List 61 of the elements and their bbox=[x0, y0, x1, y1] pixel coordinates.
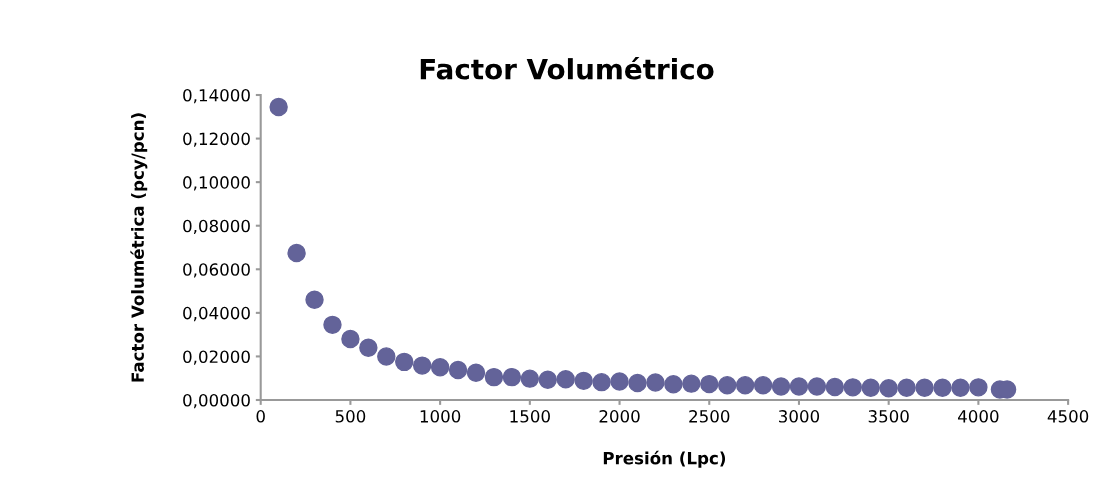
point bbox=[646, 373, 665, 392]
point bbox=[789, 377, 809, 396]
point bbox=[682, 374, 701, 393]
point bbox=[323, 315, 342, 335]
point bbox=[466, 363, 486, 382]
x-tick-label: 3000 bbox=[779, 410, 820, 423]
y-tick-label: 0,08000 bbox=[183, 219, 250, 234]
point bbox=[377, 347, 396, 366]
point bbox=[879, 379, 898, 398]
point bbox=[664, 375, 683, 394]
x-tick-label: 3500 bbox=[868, 410, 909, 423]
point bbox=[412, 356, 432, 375]
point bbox=[933, 378, 952, 398]
y-tick-label: 0,02000 bbox=[183, 350, 250, 365]
point bbox=[502, 367, 522, 387]
point bbox=[700, 374, 719, 394]
x-axis-title: Presión (Lpc) bbox=[603, 450, 726, 468]
point bbox=[574, 371, 593, 391]
x-tick-label: 2500 bbox=[689, 410, 730, 423]
point bbox=[610, 372, 629, 391]
y-axis-title: Factor Volumétrica (pcy/pcn) bbox=[130, 113, 148, 382]
x-tick-label: 4500 bbox=[1047, 410, 1089, 423]
point bbox=[628, 373, 647, 393]
point bbox=[897, 378, 916, 398]
x-tick-label: 1500 bbox=[510, 410, 550, 423]
x-tick-label: 1000 bbox=[420, 410, 461, 423]
point bbox=[735, 375, 755, 395]
point bbox=[448, 360, 468, 380]
y-tick-label: 0,06000 bbox=[183, 263, 250, 278]
point bbox=[305, 290, 324, 309]
x-tick-label: 0 bbox=[256, 410, 265, 423]
point bbox=[717, 375, 737, 395]
point bbox=[269, 97, 288, 117]
point bbox=[771, 377, 791, 396]
point bbox=[395, 352, 414, 372]
x-tick-label: 4000 bbox=[958, 410, 999, 423]
point bbox=[915, 378, 934, 398]
point bbox=[861, 378, 880, 398]
point bbox=[538, 370, 557, 389]
point bbox=[951, 378, 970, 398]
point bbox=[287, 243, 306, 263]
x-tick-label: 2000 bbox=[599, 410, 640, 423]
y-tick-label: 0,10000 bbox=[183, 176, 250, 191]
x-tick-label: 500 bbox=[335, 410, 366, 423]
chart-title: Factor Volumétrico bbox=[420, 57, 714, 80]
point bbox=[556, 370, 575, 389]
point bbox=[520, 369, 540, 388]
point bbox=[843, 378, 862, 397]
y-tick-label: 0,04000 bbox=[183, 306, 250, 322]
point bbox=[807, 377, 827, 396]
y-tick-label: 0,14000 bbox=[183, 88, 250, 104]
point bbox=[484, 367, 504, 387]
point bbox=[592, 372, 611, 392]
point bbox=[359, 338, 378, 357]
y-tick-label: 0,12000 bbox=[183, 132, 250, 147]
point bbox=[753, 375, 773, 395]
point bbox=[969, 378, 988, 397]
point bbox=[430, 358, 450, 377]
point bbox=[825, 377, 845, 397]
point bbox=[341, 329, 360, 349]
y-tick-label: 0,00000 bbox=[183, 393, 250, 409]
